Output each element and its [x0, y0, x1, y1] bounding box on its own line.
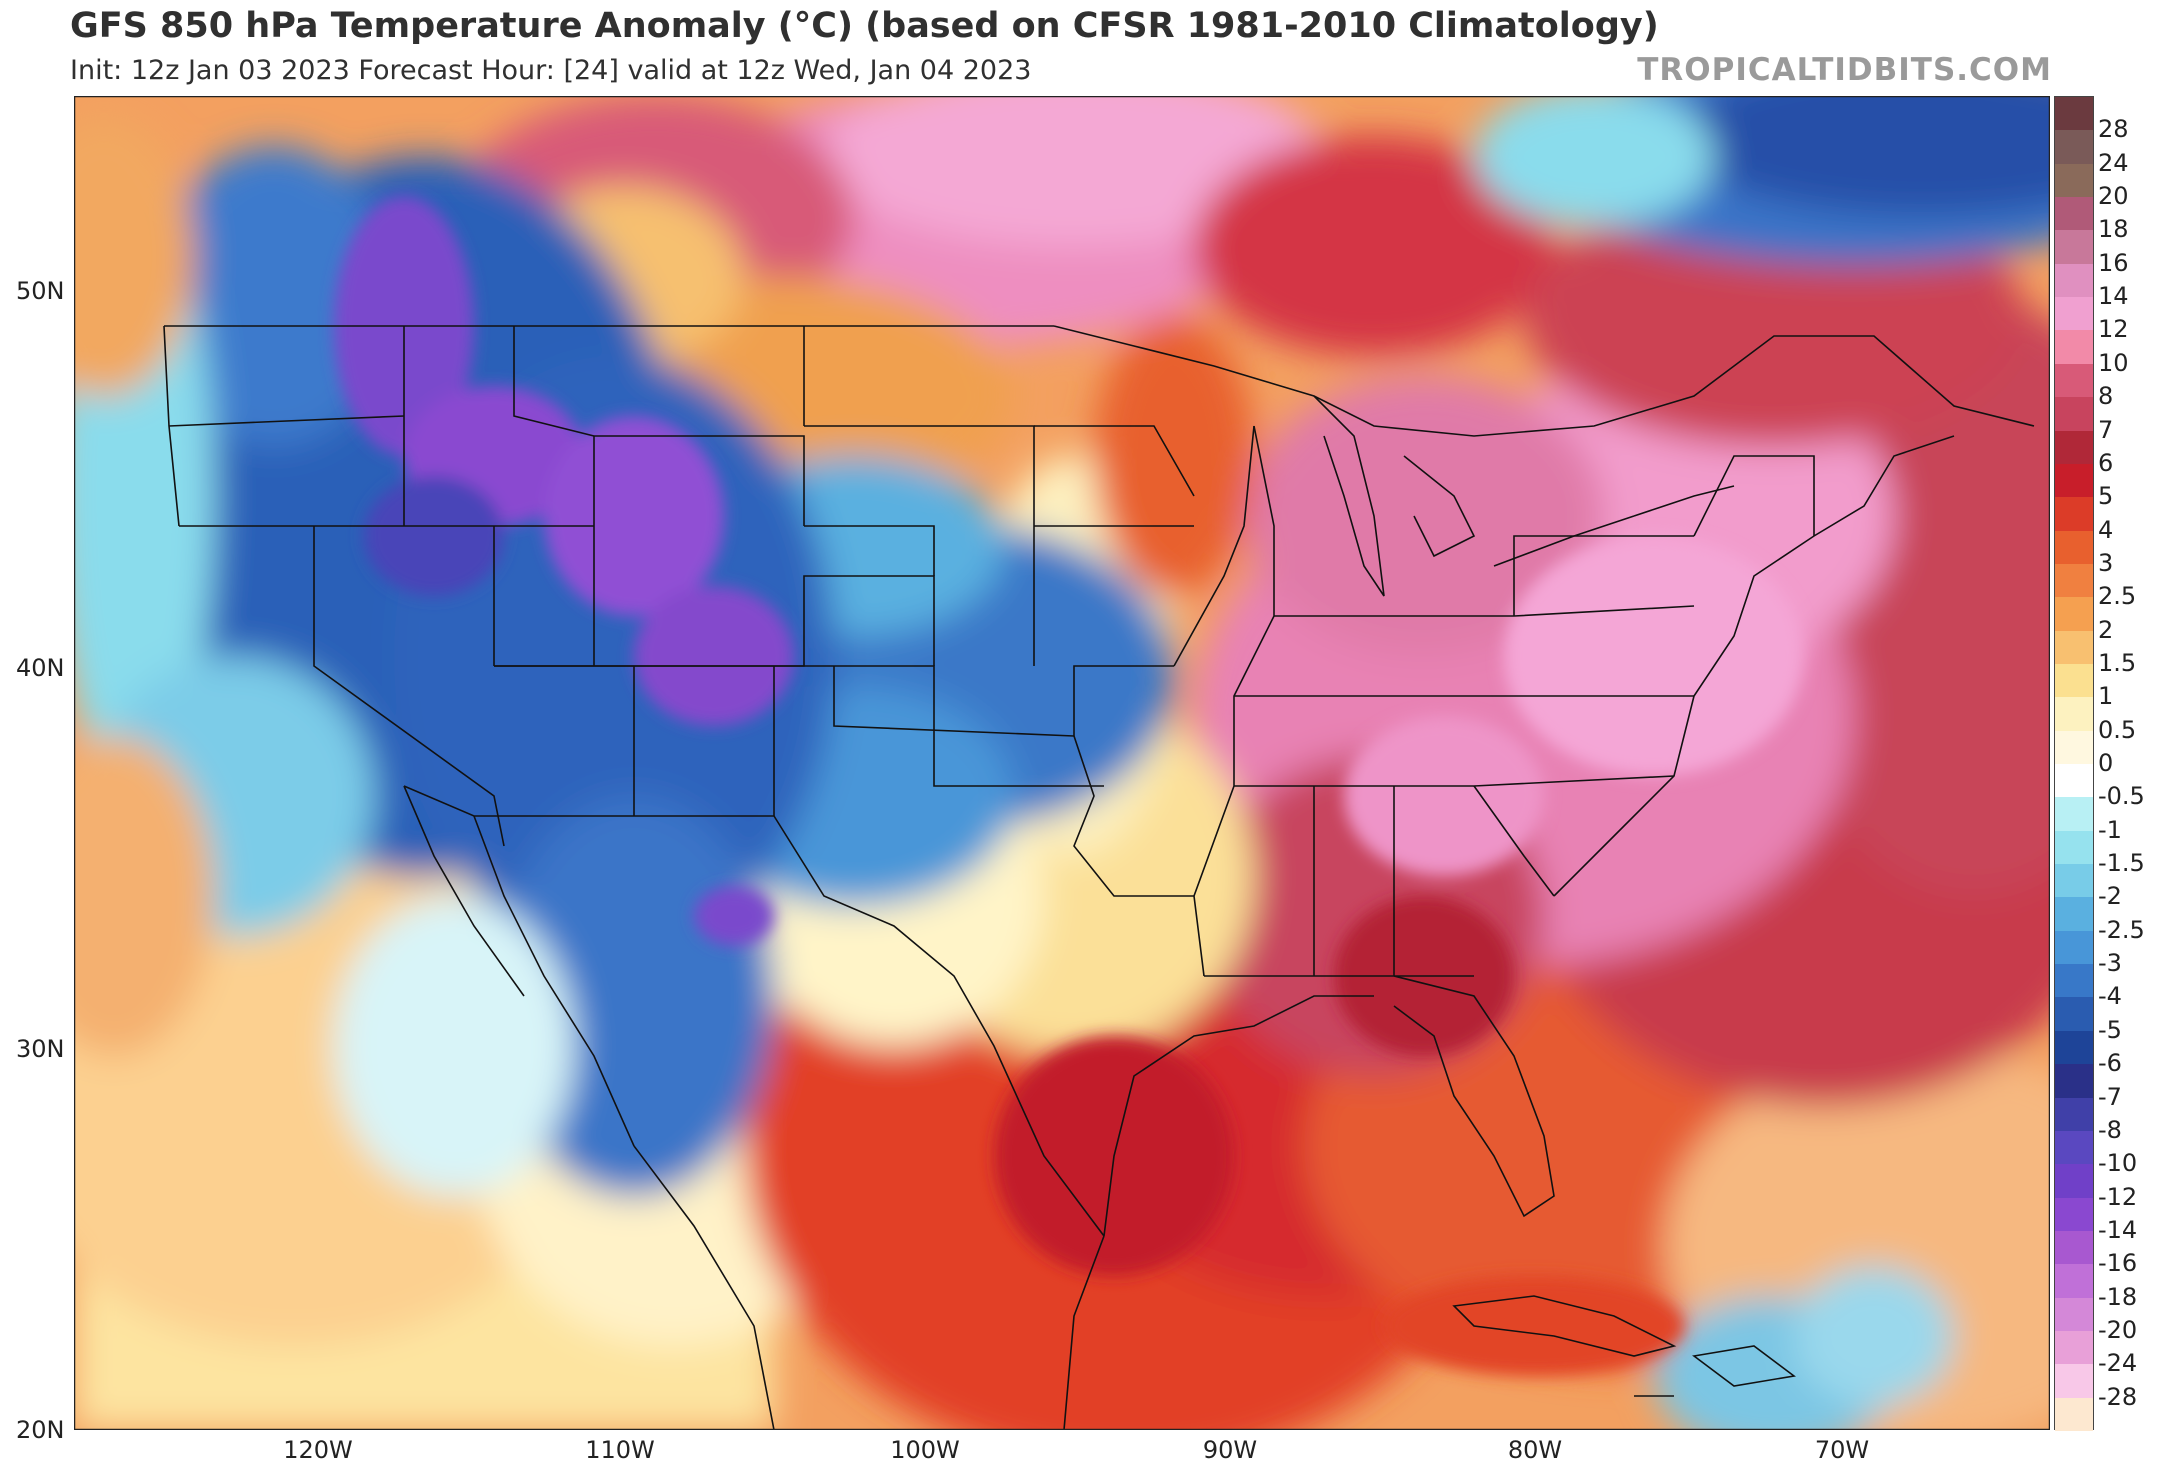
colorbar — [2054, 96, 2094, 1432]
colorbar-segment — [2055, 930, 2093, 965]
colorbar-segment — [2055, 263, 2093, 298]
state-borders — [163, 325, 2035, 1430]
colorbar-segment — [2055, 1130, 2093, 1165]
colorbar-tick-label: -16 — [2098, 1249, 2138, 1278]
colorbar-tick-label: 4 — [2098, 515, 2114, 544]
colorbar-tick-label: 8 — [2098, 382, 2114, 411]
colorbar-tick-label: 6 — [2098, 448, 2114, 477]
colorbar-segment — [2055, 830, 2093, 865]
colorbar-tick-label: 1 — [2098, 682, 2114, 711]
colorbar-segment — [2055, 530, 2093, 565]
colorbar-segment — [2055, 1097, 2093, 1132]
colorbar-segment — [2055, 163, 2093, 198]
colorbar-tick-label: -4 — [2098, 982, 2122, 1011]
colorbar-segment — [2055, 797, 2093, 832]
colorbar-segment — [2055, 663, 2093, 698]
colorbar-tick-label: -24 — [2098, 1349, 2138, 1378]
colorbar-tick-label: -2.5 — [2098, 915, 2145, 944]
colorbar-segment — [2055, 764, 2093, 798]
brand-watermark[interactable]: TROPICALTIDBITS.COM — [1637, 52, 2052, 88]
map-title: GFS 850 hPa Temperature Anomaly (°C) (ba… — [70, 6, 1659, 46]
colorbar-tick-label: -1 — [2098, 815, 2122, 844]
colorbar-tick-label: -1.5 — [2098, 849, 2145, 878]
colorbar-segment — [2055, 563, 2093, 598]
colorbar-segment — [2055, 397, 2093, 431]
colorbar-tick-label: -6 — [2098, 1049, 2122, 1078]
colorbar-segment — [2055, 730, 2093, 765]
colorbar-segment — [2055, 1064, 2093, 1098]
colorbar-tick-label: -20 — [2098, 1315, 2138, 1344]
lon-label-110w: 110W — [585, 1436, 655, 1464]
colorbar-tick-label: 1.5 — [2098, 648, 2137, 677]
lat-label-20n: 20N — [16, 1416, 65, 1444]
colorbar-tick-label: 28 — [2098, 115, 2129, 144]
colorbar-tick-label: -12 — [2098, 1182, 2138, 1211]
colorbar-segment — [2055, 230, 2093, 265]
temperature-anomaly-map — [74, 96, 2050, 1430]
colorbar-tick-label: 7 — [2098, 415, 2114, 444]
lat-label-50n: 50N — [16, 277, 65, 305]
colorbar-tick-label: 18 — [2098, 215, 2129, 244]
lon-label-120w: 120W — [283, 1436, 353, 1464]
colorbar-segment — [2055, 597, 2093, 632]
colorbar-segment — [2055, 97, 2093, 131]
colorbar-segment — [2055, 197, 2093, 231]
colorbar-segment — [2055, 130, 2093, 165]
colorbar-segment — [2055, 430, 2093, 465]
colorbar-tick-label: 16 — [2098, 248, 2129, 277]
colorbar-segment — [2055, 964, 2093, 998]
colorbar-tick-label: 2.5 — [2098, 582, 2137, 611]
lat-label-40n: 40N — [16, 654, 65, 682]
colorbar-segment — [2055, 1397, 2093, 1432]
colorbar-tick-label: 0.5 — [2098, 715, 2137, 744]
colorbar-tick-label: -10 — [2098, 1149, 2138, 1178]
map-canvas — [74, 96, 2050, 1430]
colorbar-tick-label: -28 — [2098, 1382, 2138, 1411]
colorbar-segment — [2055, 697, 2093, 732]
colorbar-segment — [2055, 497, 2093, 532]
colorbar-tick-label: 0 — [2098, 749, 2114, 777]
colorbar-segment — [2055, 1197, 2093, 1232]
colorbar-segment — [2055, 1364, 2093, 1399]
colorbar-tick-label: -2 — [2098, 882, 2122, 911]
lat-label-30n: 30N — [16, 1035, 65, 1063]
colorbar-tick-label: 12 — [2098, 315, 2129, 344]
colorbar-tick-label: -7 — [2098, 1082, 2122, 1111]
colorbar-segment — [2055, 297, 2093, 331]
colorbar-tick-label: -8 — [2098, 1115, 2122, 1144]
anomaly-field — [74, 96, 2050, 1430]
colorbar-tick-label: 24 — [2098, 148, 2129, 177]
colorbar-segment — [2055, 1030, 2093, 1065]
colorbar-segment — [2055, 997, 2093, 1032]
colorbar-segment — [2055, 363, 2093, 398]
map-frame — [74, 96, 2050, 1430]
colorbar-tick-label: 20 — [2098, 182, 2129, 211]
colorbar-segment — [2055, 330, 2093, 365]
colorbar-tick-label: -5 — [2098, 1015, 2122, 1044]
colorbar-segment — [2055, 1164, 2093, 1199]
caribbean-coastlines — [1452, 1295, 1796, 1397]
lon-label-90w: 90W — [1202, 1436, 1258, 1464]
colorbar-segment — [2055, 630, 2093, 665]
colorbar-segment — [2055, 1297, 2093, 1332]
colorbar-tick-label: -18 — [2098, 1282, 2138, 1311]
colorbar-tick-label: 14 — [2098, 282, 2129, 311]
map-subtitle: Init: 12z Jan 03 2023 Forecast Hour: [24… — [70, 55, 1032, 86]
colorbar-tick-label: 3 — [2098, 548, 2114, 577]
colorbar-tick-label: -14 — [2098, 1215, 2138, 1244]
colorbar-tick-label: 5 — [2098, 482, 2114, 511]
colorbar-tick-label: -3 — [2098, 949, 2122, 978]
colorbar-tick-label: 2 — [2098, 615, 2114, 644]
colorbar-segment — [2055, 463, 2093, 498]
colorbar-segment — [2055, 1264, 2093, 1299]
colorbar-segment — [2055, 864, 2093, 898]
lon-label-100w: 100W — [890, 1436, 960, 1464]
colorbar-segment — [2055, 1330, 2093, 1365]
colorbar-segment — [2055, 897, 2093, 932]
colorbar-tick-label: 10 — [2098, 348, 2129, 377]
lon-label-70w: 70W — [1814, 1436, 1870, 1464]
colorbar-tick-label: -0.5 — [2098, 782, 2145, 811]
colorbar-segment — [2055, 1230, 2093, 1265]
lon-label-80w: 80W — [1507, 1436, 1563, 1464]
